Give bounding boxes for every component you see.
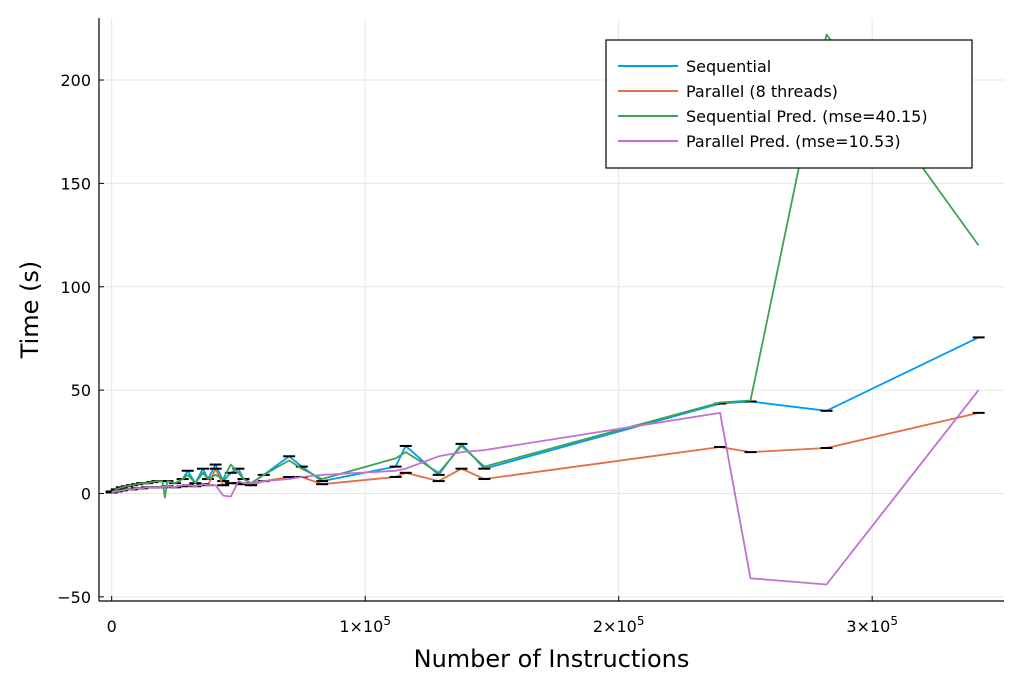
legend-box <box>605 39 973 169</box>
x-tick-label: 1×105 <box>339 614 391 636</box>
y-tick-label: 100 <box>60 278 91 297</box>
legend: Sequential Parallel (8 threads) Sequential… <box>605 39 973 169</box>
series-3-group <box>111 33 980 499</box>
y-tick-label: 200 <box>60 71 91 90</box>
series-line-3 <box>111 33 980 499</box>
y-tick-label: 50 <box>71 381 91 400</box>
y-tick-label: −50 <box>57 588 91 607</box>
x-tick-label: 0 <box>107 617 117 636</box>
series-4-group <box>111 389 980 586</box>
series-layer <box>105 33 985 586</box>
x-tick-label: 2×105 <box>593 614 645 636</box>
series-line-4 <box>111 389 980 586</box>
x-axis-title: Number of Instructions <box>414 645 690 673</box>
axes <box>98 18 1004 602</box>
x-tick-label: 3×105 <box>846 614 898 636</box>
legend-label-2: Parallel (8 threads) <box>686 82 838 101</box>
legend-label-3: Sequential Pred. (mse=40.15) <box>686 107 928 126</box>
y-axis-title: Time (s) <box>16 261 44 360</box>
y-tick-label: 150 <box>60 174 91 193</box>
tick-labels: −50 0 50 100 150 200 0 1×105 2×105 3×105 <box>57 71 898 636</box>
legend-label-1: Sequential <box>686 57 771 76</box>
y-tick-label: 0 <box>81 484 91 503</box>
legend-label-4: Parallel Pred. (mse=10.53) <box>686 132 901 151</box>
